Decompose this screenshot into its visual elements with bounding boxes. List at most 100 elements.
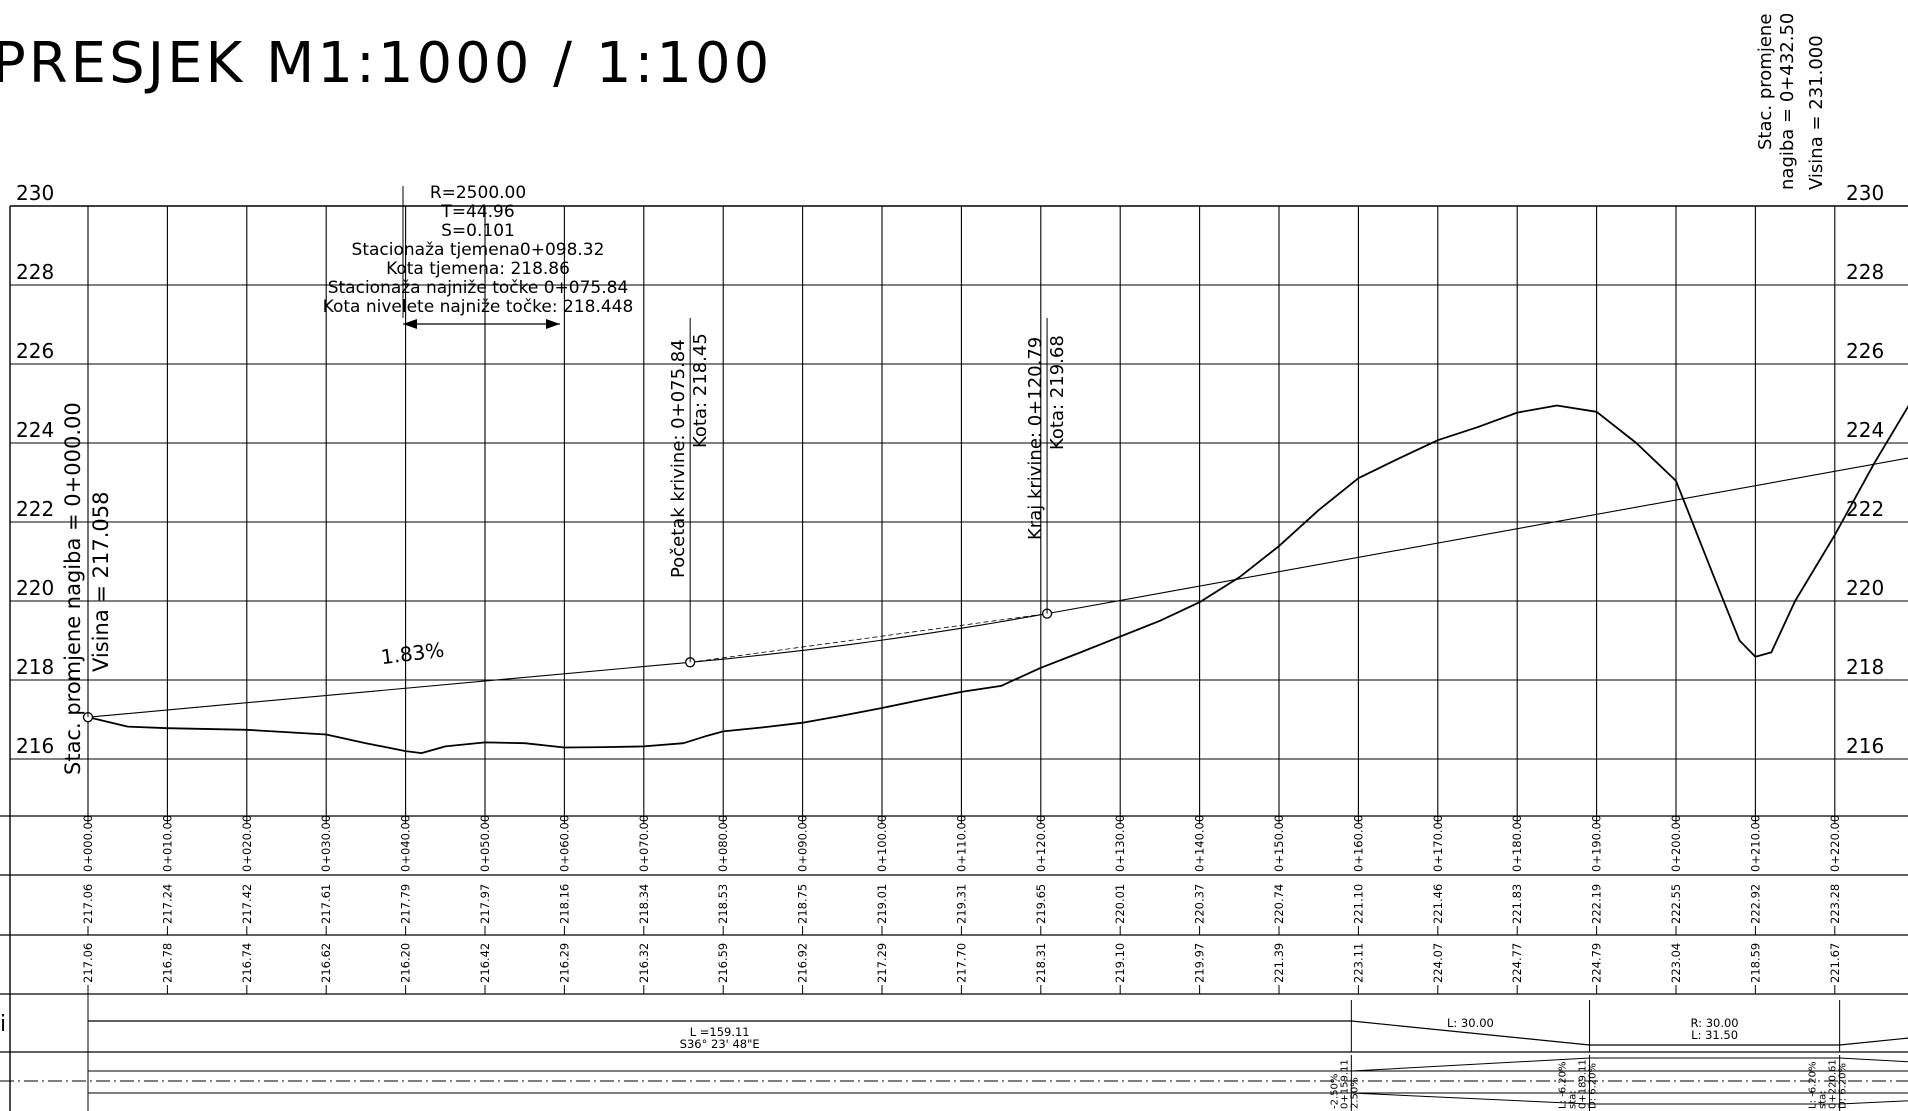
terrain-elevation-label: 224.77: [1510, 943, 1524, 983]
side-row-label: i: [0, 1012, 6, 1037]
terrain-elevation-label: 217.06: [81, 943, 95, 983]
y-tick-label-left: 222: [16, 497, 54, 521]
design-elevation-label: 220.01: [1113, 884, 1127, 924]
design-elevation-label: 217.24: [160, 884, 174, 924]
y-tick-label-left: 226: [16, 339, 54, 363]
alignment-label: L: 31.50: [1691, 1028, 1738, 1042]
curve-info-line: Kota tjemena: 218.86: [386, 259, 570, 279]
profile-annotations: 1.83%3.63%R=2500.00T=44.96S=0.101Stacion…: [61, 13, 1827, 775]
station-label: 0+020.00: [240, 815, 254, 872]
terrain-elevation-label: 223.04: [1669, 943, 1683, 983]
terrain-elevation-label: 217.29: [875, 943, 889, 983]
terrain-elevation-label: 216.42: [478, 943, 492, 983]
station-label: 0+150.00: [1272, 815, 1286, 872]
profile-series: [82, 404, 1908, 754]
terrain-elevation-label: 224.79: [1590, 943, 1604, 983]
superelev-transition: [1351, 1057, 1590, 1072]
station-label: 0+110.00: [954, 815, 968, 872]
station-label: 0+130.00: [1113, 815, 1127, 872]
y-tick-label-right: 220: [1846, 576, 1884, 600]
superelev-label: 0+159.11: [1339, 1059, 1350, 1109]
superelev-label: L: -6.20%: [1808, 1062, 1819, 1110]
design-elevation-label: 223.28: [1828, 884, 1842, 924]
profile-data-table: 0+000.00 0+010.00 0+020.00 0+030.00 0+040.00…: [0, 815, 1908, 1111]
y-tick-label-left: 218: [16, 655, 54, 679]
drawing-title: PRESJEK M1:1000 / 1:100: [0, 31, 772, 96]
terrain-elevation-label: 219.10: [1113, 943, 1127, 983]
superelev-label: -2.50%: [1329, 1074, 1340, 1109]
station-label: 0+170.00: [1431, 815, 1445, 872]
terrain-elevation-label: 216.29: [557, 943, 571, 983]
station-label: 0+050.00: [478, 815, 492, 872]
grade-change-station-right-1: Stac. promjene: [1755, 14, 1776, 150]
alignment-segment: [1839, 1037, 1908, 1046]
station-label: 0+190.00: [1590, 815, 1604, 872]
design-elevation-label: 217.79: [399, 884, 413, 924]
terrain-elevation-label: 216.74: [240, 943, 254, 983]
curve-end-station: Kraj krivine: 0+120.79: [1025, 337, 1046, 540]
superelev-transition: [1351, 1092, 1590, 1105]
curve-info-line: R=2500.00: [430, 183, 526, 203]
terrain-elevation-label: 216.92: [796, 943, 810, 983]
design-elevation-label: 219.31: [954, 884, 968, 924]
y-tick-label-right: 230: [1846, 181, 1884, 205]
station-label: 0+010.00: [160, 815, 174, 872]
vertical-curve: [690, 613, 1048, 663]
y-tick-label-right: 216: [1846, 734, 1884, 758]
y-tick-label-right: 224: [1846, 418, 1884, 442]
superelev-label: L: -6.20%: [1558, 1062, 1569, 1110]
design-elevation-label: 217.06: [81, 884, 95, 924]
grade-line-segment: [87, 661, 691, 718]
terrain-elevation-label: 216.20: [399, 943, 413, 983]
grade-percent-label: 1.83%: [379, 638, 445, 670]
design-elevation-label: 217.97: [478, 884, 492, 924]
station-label: 0+160.00: [1351, 815, 1365, 872]
terrain-elevation-label: 218.59: [1748, 943, 1762, 983]
arrow-left-icon: [403, 319, 417, 329]
design-elevation-label: 222.19: [1590, 884, 1604, 924]
curve-info-line: Kota nivelete najniže točke: 218.448: [323, 297, 634, 317]
alignment-label: L =159.11: [690, 1025, 750, 1039]
terrain-elevation-label: 218.31: [1034, 943, 1048, 983]
profile-grid: 216 216 218 218 220 220 222 222 224 224 226 226 228 2…: [9, 181, 1908, 1111]
station-label: 0+090.00: [796, 815, 810, 872]
terrain-elevation-label: 221.39: [1272, 943, 1286, 983]
station-label: 0+200.00: [1669, 815, 1683, 872]
terrain-elevation-label: 224.07: [1431, 943, 1445, 983]
station-label: 0+140.00: [1193, 815, 1207, 872]
curve-info-line: S=0.101: [441, 221, 515, 241]
design-elevation-label: 221.46: [1431, 884, 1445, 924]
station-label: 0+060.00: [557, 815, 571, 872]
superelev-transition: [1839, 1057, 1908, 1063]
terrain-elevation-label: 223.11: [1351, 943, 1365, 983]
curve-info-line: T=44.96: [440, 202, 514, 222]
superelev-label: D: 6.20%: [1588, 1063, 1599, 1109]
design-elevation-label: 218.16: [557, 884, 571, 924]
superelev-label: sta:: [1568, 1090, 1579, 1109]
station-label: 0+120.00: [1034, 815, 1048, 872]
grade-line-segment: [1046, 457, 1908, 615]
station-label: 0+080.00: [716, 815, 730, 872]
curve-start-elevation: Kota: 218.45: [690, 333, 711, 448]
design-elevation-label: 218.75: [796, 884, 810, 924]
design-elevation-label: 220.37: [1193, 884, 1207, 924]
terrain-elevation-label: 216.32: [637, 943, 651, 983]
curve-info-line: Stacionaža najniže točke 0+075.84: [328, 278, 629, 298]
design-elevation-label: 222.92: [1748, 884, 1762, 924]
terrain-line: [87, 404, 1908, 754]
superelev-label: D: 6.20%: [1838, 1063, 1849, 1109]
y-tick-label-left: 230: [16, 181, 54, 205]
design-elevation-label: 219.65: [1034, 884, 1048, 924]
design-elevation-label: 221.10: [1351, 884, 1365, 924]
station-label: 0+220.00: [1828, 815, 1842, 872]
y-tick-label-right: 228: [1846, 260, 1884, 284]
alignment-label: S36° 23' 48"E: [680, 1037, 760, 1051]
terrain-elevation-label: 216.59: [716, 943, 730, 983]
y-tick-label-right: 226: [1846, 339, 1884, 363]
tangent-line: [690, 613, 1048, 663]
alignment-label: R: 30.00: [1691, 1016, 1739, 1030]
terrain-elevation-label: 216.78: [160, 943, 174, 983]
station-label: 0+210.00: [1748, 815, 1762, 872]
grade-change-station-right-2: nagiba = 0+432.50: [1777, 13, 1798, 190]
y-tick-label-left: 228: [16, 260, 54, 284]
